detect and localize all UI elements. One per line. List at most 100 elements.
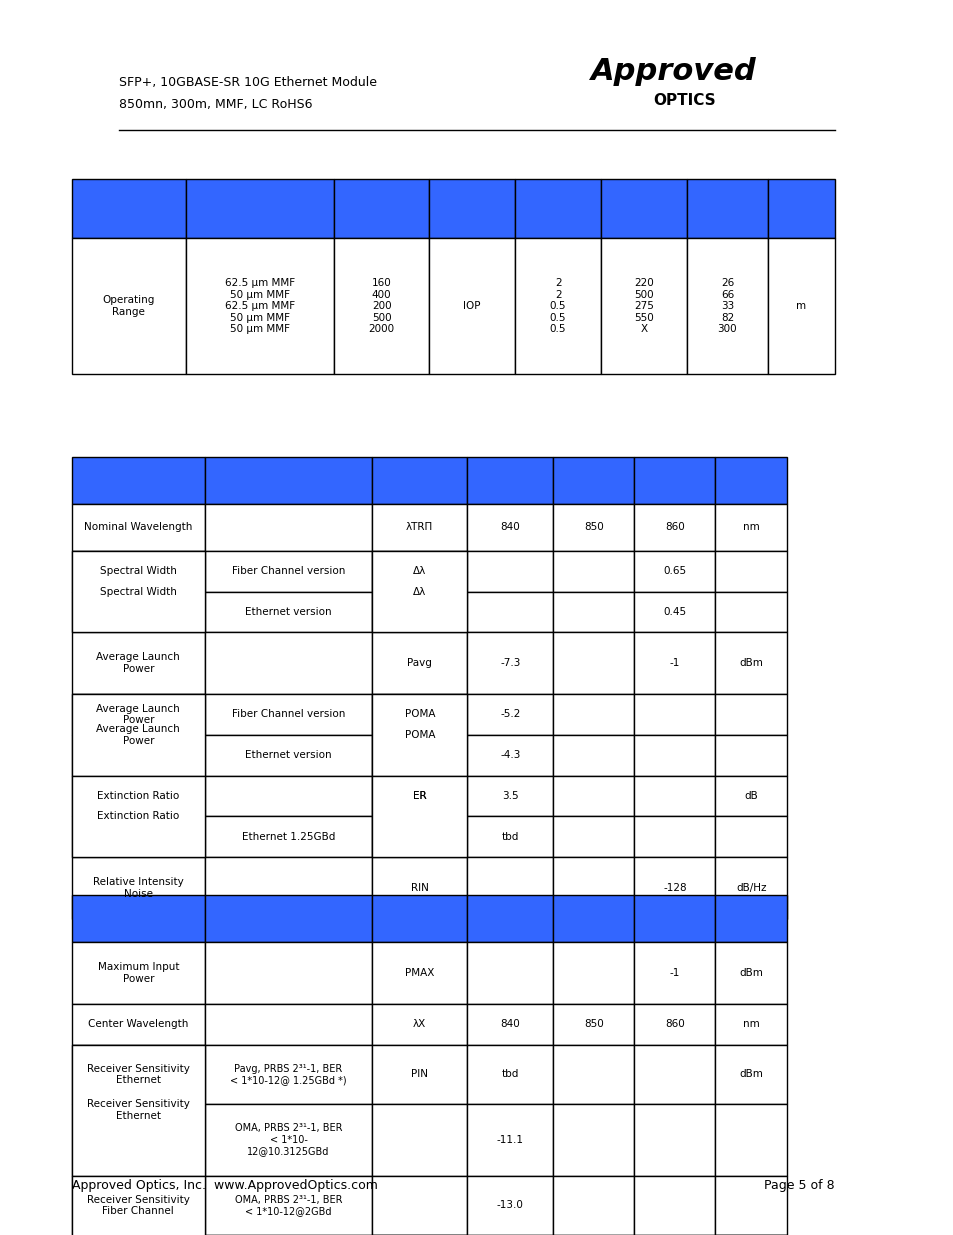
Bar <box>205 857 372 919</box>
Bar <box>71 1104 205 1176</box>
Text: λX: λX <box>413 1019 426 1030</box>
Text: Average Launch
Power: Average Launch Power <box>96 652 180 674</box>
Text: m: m <box>796 301 805 311</box>
Bar <box>467 895 553 942</box>
Text: 220
500
275
550
X: 220 500 275 550 X <box>634 278 653 335</box>
Bar <box>372 857 467 919</box>
Bar <box>372 735 467 776</box>
Bar <box>372 592 467 632</box>
Text: dBm: dBm <box>739 968 762 978</box>
Bar <box>71 551 205 632</box>
Text: 850: 850 <box>583 1019 603 1030</box>
Text: Nominal Wavelength: Nominal Wavelength <box>84 522 193 532</box>
Bar <box>715 776 786 816</box>
Text: Receiver Sensitivity
Ethernet: Receiver Sensitivity Ethernet <box>87 1063 190 1086</box>
Bar <box>515 179 600 238</box>
Bar <box>205 632 372 694</box>
Bar <box>634 776 715 816</box>
Bar <box>553 504 634 551</box>
Bar <box>205 816 372 857</box>
Bar <box>715 1104 786 1176</box>
Bar <box>634 857 715 919</box>
Bar <box>205 1104 372 1176</box>
Bar <box>372 1176 467 1235</box>
Bar <box>634 735 715 776</box>
Text: POMA: POMA <box>404 709 435 720</box>
Bar <box>372 694 467 735</box>
Bar <box>553 942 634 1004</box>
Bar <box>634 895 715 942</box>
Bar <box>634 1104 715 1176</box>
Bar <box>553 895 634 942</box>
Bar <box>715 551 786 592</box>
Bar <box>372 632 467 694</box>
Bar <box>372 694 467 776</box>
Bar <box>634 942 715 1004</box>
Text: Receiver Sensitivity
Fiber Channel: Receiver Sensitivity Fiber Channel <box>87 1194 190 1216</box>
Bar <box>372 551 467 592</box>
Bar <box>715 942 786 1004</box>
Bar <box>467 1045 553 1104</box>
Text: Δλ: Δλ <box>413 566 426 577</box>
Text: 2
2
0.5
0.5
0.5: 2 2 0.5 0.5 0.5 <box>549 278 566 335</box>
Bar <box>715 857 786 919</box>
Bar <box>372 457 467 504</box>
Text: 0.65: 0.65 <box>662 566 686 577</box>
Bar <box>467 776 553 816</box>
Bar <box>634 632 715 694</box>
Text: dB: dB <box>743 790 758 802</box>
Text: Extinction Ratio: Extinction Ratio <box>97 790 179 802</box>
Bar <box>71 942 205 1004</box>
Bar <box>71 694 205 735</box>
Bar <box>205 1176 372 1235</box>
Bar <box>429 238 515 374</box>
Text: dBm: dBm <box>739 658 762 668</box>
Text: Page 5 of 8: Page 5 of 8 <box>763 1179 834 1192</box>
Bar <box>372 504 467 551</box>
Bar <box>71 735 205 776</box>
Text: Pavg: Pavg <box>407 658 432 668</box>
Text: 850: 850 <box>583 522 603 532</box>
Bar <box>767 179 834 238</box>
Bar <box>71 816 205 857</box>
Bar <box>715 735 786 776</box>
Bar <box>71 551 205 592</box>
Bar <box>205 942 372 1004</box>
Bar <box>686 179 767 238</box>
Bar <box>372 816 467 857</box>
Text: PMAX: PMAX <box>405 968 434 978</box>
Text: -5.2: -5.2 <box>499 709 520 720</box>
Bar <box>467 857 553 919</box>
Bar <box>467 504 553 551</box>
Bar <box>467 1104 553 1176</box>
Bar <box>71 776 205 857</box>
Bar <box>372 551 467 632</box>
Bar <box>467 457 553 504</box>
Bar <box>634 1176 715 1235</box>
Bar <box>467 632 553 694</box>
Bar <box>634 551 715 592</box>
Text: Spectral Width: Spectral Width <box>100 587 176 597</box>
Bar <box>186 238 334 374</box>
Bar <box>553 592 634 632</box>
Bar <box>467 592 553 632</box>
Bar <box>553 776 634 816</box>
Bar <box>553 816 634 857</box>
Bar <box>372 776 467 816</box>
Text: IOP: IOP <box>463 301 480 311</box>
Text: -1: -1 <box>669 968 679 978</box>
Text: 840: 840 <box>500 522 519 532</box>
Text: -1: -1 <box>669 658 679 668</box>
Text: Δλ: Δλ <box>413 587 426 597</box>
Bar <box>71 592 205 632</box>
Bar <box>205 776 372 816</box>
Text: -4.3: -4.3 <box>499 750 520 761</box>
Bar <box>715 1004 786 1045</box>
Text: dBm: dBm <box>739 1070 762 1079</box>
Bar <box>634 816 715 857</box>
Bar <box>372 1045 467 1104</box>
Text: 860: 860 <box>664 522 684 532</box>
Bar <box>372 1004 467 1045</box>
Text: Receiver Sensitivity
Ethernet: Receiver Sensitivity Ethernet <box>87 1099 190 1121</box>
Bar <box>634 1045 715 1104</box>
